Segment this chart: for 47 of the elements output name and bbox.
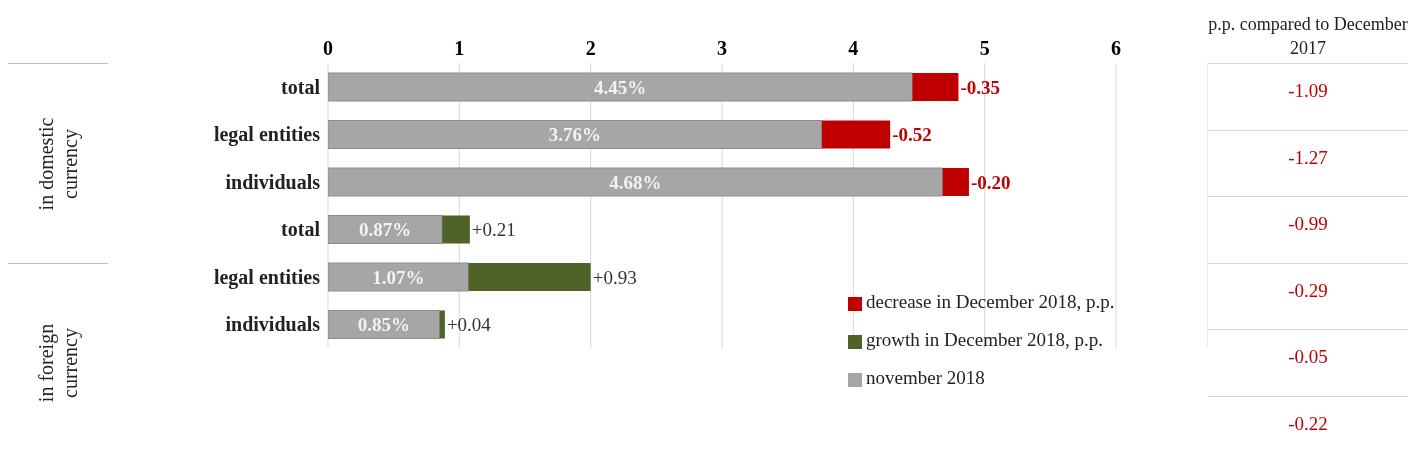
- x-tick-label: 6: [1111, 37, 1122, 59]
- bar: [328, 167, 944, 197]
- data-label: -0.52: [892, 124, 932, 146]
- bar: [468, 263, 591, 291]
- data-label: -0.35: [960, 76, 1001, 98]
- y-tick-label: individuals: [225, 313, 321, 336]
- text: -1.27: [1208, 129, 1408, 185]
- bar: [442, 215, 470, 244]
- data-label: 4.45%: [594, 76, 647, 98]
- data-label: 4.68%: [609, 171, 662, 193]
- data-label: +0.21: [471, 219, 516, 241]
- text: -0.05: [1208, 329, 1408, 385]
- y-tick-label: legal entities: [213, 265, 321, 289]
- bar: [328, 120, 823, 149]
- y-tick-label: total: [281, 75, 321, 98]
- data-label: +0.04: [446, 314, 492, 336]
- legend-label: growth in December 2018, p.p.: [866, 329, 1103, 350]
- data-label: +0.93: [592, 266, 637, 288]
- bar: [328, 72, 913, 102]
- data-label: 3.76%: [548, 124, 602, 146]
- data-label: -0.20: [970, 171, 1011, 193]
- y-tick-label: legal entities: [213, 123, 321, 147]
- bar: [821, 120, 891, 149]
- x-tick-label: 0: [323, 37, 333, 59]
- y-tick-label: total: [281, 218, 321, 241]
- bar: [328, 262, 470, 292]
- text: in domestic currency: [34, 116, 82, 213]
- data-label: 0.85%: [357, 314, 410, 336]
- data-label: 0.87%: [359, 219, 412, 241]
- text: -0.99: [1208, 196, 1408, 252]
- data-label: 1.07%: [372, 266, 425, 288]
- x-tick-label: 4: [848, 37, 859, 59]
- bar: [912, 73, 959, 101]
- x-tick-label: 5: [979, 37, 990, 59]
- x-tick-label: 2: [585, 37, 596, 59]
- legend-label: november 2018: [866, 367, 985, 388]
- legend-label: decrease in December 2018, p.p.: [866, 291, 1115, 312]
- x-tick-label: 3: [717, 37, 728, 59]
- text: p.p. compared to December 2017: [1208, 12, 1408, 60]
- x-tick-label: 1: [454, 37, 465, 59]
- text: in foreign currency: [34, 323, 82, 405]
- text: -1.09: [1208, 63, 1408, 119]
- bar: [942, 168, 969, 196]
- text: -0.29: [1208, 262, 1408, 318]
- y-tick-label: individuals: [225, 170, 321, 193]
- bar: [439, 310, 445, 339]
- text: -0.22: [1208, 395, 1408, 451]
